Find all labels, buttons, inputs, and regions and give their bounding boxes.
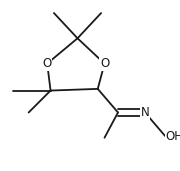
Text: OH: OH: [165, 130, 180, 143]
Text: N: N: [141, 106, 149, 119]
Text: O: O: [100, 57, 109, 70]
Text: O: O: [42, 57, 52, 70]
